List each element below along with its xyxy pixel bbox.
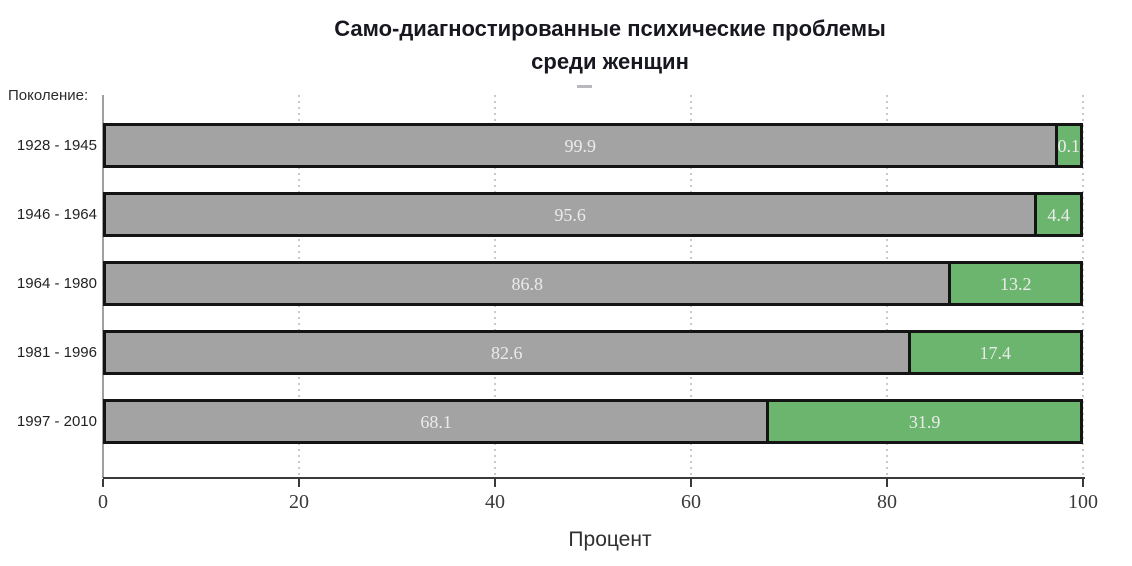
- bar-row: 95.6 4.4: [103, 192, 1083, 237]
- bar-value-label: 82.6: [491, 342, 523, 363]
- chart-title-line2: среди женщин: [531, 49, 689, 74]
- y-axis-label: 1946 - 1964: [16, 205, 97, 223]
- x-axis-tick-label: 80: [877, 491, 898, 513]
- x-axis-tick-label: 0: [98, 491, 108, 513]
- bar-value-label: 17.4: [979, 342, 1012, 363]
- gridline: [1082, 95, 1084, 478]
- x-axis-tick-label: 40: [485, 491, 505, 513]
- bar-value-label: 68.1: [420, 411, 452, 432]
- y-axis-label: 1928 - 1945: [16, 136, 97, 154]
- bar-value-label: 31.9: [908, 411, 941, 432]
- x-axis-tick-label: 60: [681, 491, 702, 513]
- bar-value-label: 4.4: [1047, 204, 1070, 225]
- x-axis-tick-label: 20: [289, 491, 309, 513]
- bar-segment-gray: 99.9: [106, 126, 1058, 165]
- bar-row: 68.1 31.9: [103, 399, 1083, 444]
- y-axis-label: 1997 - 2010: [16, 412, 97, 430]
- bar-segment-gray: 95.6: [106, 195, 1038, 234]
- x-axis-tick: [690, 479, 693, 487]
- x-axis-tick: [1082, 479, 1085, 487]
- x-axis-tick: [298, 479, 300, 487]
- bar-value-label: 95.6: [554, 204, 586, 225]
- x-axis: 0 20 40 60 80 100: [98, 477, 1098, 517]
- chart-title-line1: Само-диагностированные психические пробл…: [334, 16, 886, 41]
- bar-row: 86.8 13.2: [103, 261, 1083, 306]
- x-axis-tick: [494, 479, 496, 487]
- bar-segment-green: 4.4: [1037, 195, 1080, 234]
- bar-segment-green: 0.1: [1057, 126, 1081, 165]
- y-axis-label: 1981 - 1996: [16, 343, 97, 361]
- chart-title: Само-диагностированные психические пробл…: [88, 12, 1132, 78]
- x-axis-title: Процент: [568, 528, 652, 551]
- bar-value-label: 86.8: [511, 273, 543, 294]
- bar-value-label: 0.1: [1057, 135, 1081, 156]
- bar-value-label: 99.9: [564, 135, 597, 156]
- bar-row: 99.9 0.1: [103, 123, 1083, 168]
- y-axis-label: 1964 - 1980: [16, 274, 97, 292]
- bar-value-label: 13.2: [999, 273, 1032, 294]
- bar-segment-gray: 86.8: [106, 264, 952, 303]
- y-axis-title: Поколение:: [8, 87, 89, 104]
- bar-segment-green: 13.2: [951, 264, 1080, 303]
- bar-row: 82.6 17.4: [103, 330, 1083, 375]
- bar-segment-gray: 82.6: [106, 333, 911, 372]
- bar-segment-green: 17.4: [910, 333, 1080, 372]
- plot-area: 99.9 0.1 95.6 4.4 86.8 13.2 82.6 17.4 68.1 31.9: [102, 95, 1084, 478]
- legend-remnant-dash: [577, 85, 592, 88]
- bar-segment-gray: 68.1: [106, 402, 770, 441]
- x-axis-tick-label: 100: [1068, 491, 1099, 513]
- bar-segment-green: 31.9: [769, 402, 1080, 441]
- x-axis-tick: [102, 479, 104, 487]
- x-axis-line: [103, 477, 1085, 479]
- x-axis-tick: [886, 479, 889, 487]
